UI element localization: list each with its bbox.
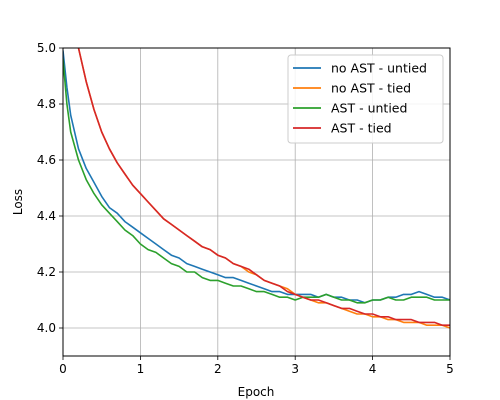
series-line-ast-untied: [63, 58, 450, 304]
series-line-ast-tied: [77, 48, 450, 327]
x-axis: 0 1 2 3 4 5: [59, 356, 454, 376]
y-tick-label: 4.4: [37, 209, 56, 223]
series-group: [63, 48, 450, 329]
y-tick-label: 5.0: [37, 41, 56, 55]
y-tick-label: 4.8: [37, 97, 56, 111]
legend-label: no AST - tied: [331, 81, 411, 96]
x-tick-label: 5: [446, 362, 454, 376]
x-tick-label: 2: [214, 362, 222, 376]
legend-label: AST - tied: [331, 121, 392, 136]
y-tick-label: 4.2: [37, 265, 56, 279]
legend-box: [287, 54, 444, 144]
y-axis: 4.0 4.2 4.4 4.6 4.8 5.0: [37, 41, 63, 335]
x-tick-label: 3: [291, 362, 299, 376]
legend: no AST - untied no AST - tied AST - untied…: [287, 54, 444, 144]
y-axis-label: Loss: [11, 189, 25, 215]
x-tick-label: 0: [59, 362, 67, 376]
x-tick-label: 1: [137, 362, 145, 376]
plot-frame: [62, 47, 451, 357]
x-axis-label: Epoch: [238, 385, 275, 399]
y-tick-label: 4.0: [37, 321, 56, 335]
legend-label: no AST - untied: [331, 61, 427, 76]
legend-label: AST - untied: [331, 101, 407, 116]
x-tick-label: 4: [369, 362, 377, 376]
y-tick-label: 4.6: [37, 153, 56, 167]
